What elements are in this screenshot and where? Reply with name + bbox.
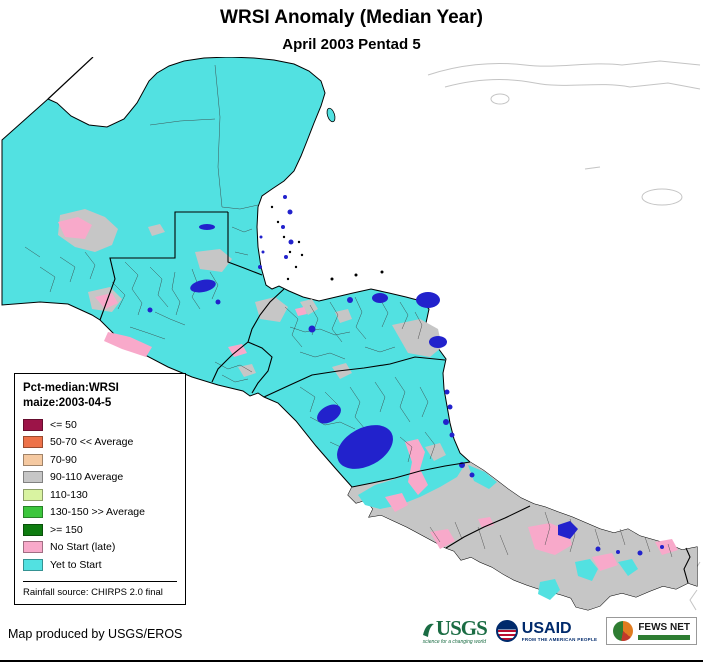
legend-title-line2: maize:2003-04-5 bbox=[23, 397, 112, 409]
usgs-wordmark: USGS bbox=[435, 615, 488, 640]
fewsnet-wordmark: FEWS NET bbox=[638, 622, 690, 633]
average-regions bbox=[58, 209, 697, 610]
usaid-seal-icon bbox=[495, 620, 518, 642]
legend-source-note: Rainfall source: CHIRPS 2.0 final bbox=[23, 580, 177, 598]
usaid-logo: USAID FROM THE AMERICAN PEOPLE bbox=[495, 619, 598, 642]
legend-label: 110-130 bbox=[50, 488, 88, 501]
fewsnet-green-bar bbox=[638, 635, 690, 640]
map-title: WRSI Anomaly (Median Year) bbox=[220, 7, 483, 28]
legend-item: Yet to Start bbox=[23, 556, 177, 574]
background-coastlines bbox=[427, 60, 701, 611]
footer-bar: Map produced by USGS/EROS USGS science f… bbox=[0, 612, 703, 660]
map-canvas bbox=[1, 57, 701, 611]
legend-item: 130-150 >> Average bbox=[23, 504, 177, 522]
legend-swatch bbox=[23, 436, 43, 449]
legend-rows: <= 50 50-70 << Average 70-90 90-110 Aver… bbox=[23, 416, 177, 574]
fewsnet-globe-icon bbox=[613, 621, 634, 641]
map-subtitle: April 2003 Pentad 5 bbox=[282, 36, 421, 53]
fewsnet-logo: FEWS NET bbox=[606, 617, 697, 645]
legend-item: <= 50 bbox=[23, 416, 177, 434]
usgs-tagline: science for a changing world bbox=[422, 638, 487, 645]
credit-text: Map produced by USGS/EROS bbox=[8, 627, 183, 641]
logo-strip: USGS science for a changing world USAID … bbox=[422, 617, 697, 645]
usgs-logo: USGS science for a changing world bbox=[422, 615, 488, 645]
legend-item: No Start (late) bbox=[23, 539, 177, 557]
legend-swatch bbox=[23, 541, 43, 554]
legend-item: >= 150 bbox=[23, 521, 177, 539]
legend-label: >= 150 bbox=[50, 523, 83, 536]
legend-label: No Start (late) bbox=[50, 541, 116, 554]
legend-swatch bbox=[23, 506, 43, 519]
legend-item: 70-90 bbox=[23, 451, 177, 469]
water-bodies bbox=[147, 195, 664, 556]
legend-item: 90-110 Average bbox=[23, 469, 177, 487]
admin-boundaries bbox=[24, 64, 436, 463]
legend-label: <= 50 bbox=[50, 418, 77, 431]
legend-label: Yet to Start bbox=[50, 558, 102, 571]
usaid-tagline: FROM THE AMERICAN PEOPLE bbox=[521, 636, 598, 642]
legend-label: 90-110 Average bbox=[50, 471, 124, 484]
legend-item: 110-130 bbox=[23, 486, 177, 504]
region-boundary-line bbox=[47, 57, 94, 100]
legend-swatch bbox=[23, 558, 43, 571]
legend-swatch bbox=[23, 488, 43, 501]
legend-label: 70-90 bbox=[50, 453, 77, 466]
legend-label: 50-70 << Average bbox=[50, 436, 134, 449]
legend-swatch bbox=[23, 471, 43, 484]
legend-swatch bbox=[23, 523, 43, 536]
islands bbox=[270, 205, 384, 281]
usaid-wordmark: USAID bbox=[521, 619, 572, 637]
country-borders bbox=[99, 211, 691, 584]
usgs-wave-icon bbox=[422, 623, 434, 637]
yet-to-start-patches bbox=[358, 463, 638, 600]
legend-item: 50-70 << Average bbox=[23, 434, 177, 452]
legend-title-line1: Pct-median:WRSI bbox=[23, 382, 119, 394]
cozumel-island bbox=[326, 107, 336, 123]
legend-label: 130-150 >> Average bbox=[50, 506, 145, 519]
legend-swatch bbox=[23, 453, 43, 466]
header: WRSI Anomaly (Median Year) April 2003 Pe… bbox=[0, 0, 703, 53]
map-area: Pct-median:WRSI maize:2003-04-5 <= 50 50… bbox=[0, 57, 703, 612]
map-legend: Pct-median:WRSI maize:2003-04-5 <= 50 50… bbox=[14, 373, 186, 605]
legend-swatch bbox=[23, 418, 43, 431]
